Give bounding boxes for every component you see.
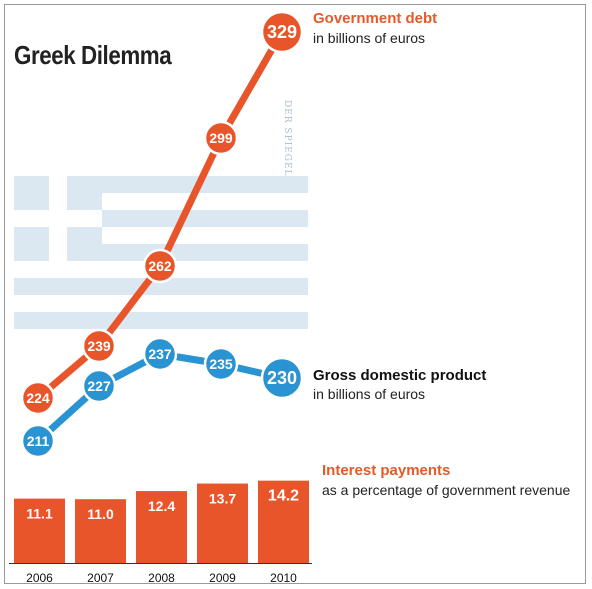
watermark: DER SPIEGEL [282, 100, 292, 177]
gdp-series-unit: in billions of euros [313, 386, 426, 402]
x-tick-label: 2007 [87, 571, 114, 585]
gdp-point-label: 237 [148, 346, 172, 362]
debt-point: 299 [203, 120, 239, 156]
interest-bar-rect [258, 480, 309, 563]
gdp-point-marker [260, 356, 304, 400]
interest-bar: 11.1 2006 [14, 498, 65, 585]
interest-bar-value: 11.0 [87, 506, 114, 522]
debt-point-marker [20, 380, 56, 416]
interest-bar-rect [14, 498, 65, 563]
debt-point: 239 [81, 328, 117, 364]
gdp-point-marker [142, 336, 178, 372]
gdp-series-title: Gross domestic product [313, 367, 487, 384]
interest-bar-value: 14.2 [268, 488, 299, 505]
x-tick-label: 2006 [26, 571, 53, 585]
gdp-point-marker [81, 368, 117, 404]
interest-bar: 14.2 2010 [258, 480, 309, 585]
flag-stripe [14, 312, 308, 329]
gdp-point-label: 211 [27, 433, 50, 449]
line-chart: 211 227 237 235 230 224 239 262 299 329 [20, 10, 304, 459]
debt-point-marker [203, 120, 239, 156]
debt-series-unit: in billions of euros [313, 30, 426, 46]
chart-title: Greek Dilemma [14, 40, 172, 70]
debt-point-label: 224 [26, 390, 50, 406]
debt-point-marker [142, 248, 178, 284]
debt-point-marker [81, 328, 117, 364]
debt-series-title: Government debt [313, 10, 438, 27]
interest-series-title: Interest payments [322, 462, 451, 479]
gdp-point-marker [20, 423, 56, 459]
flag-stripe [14, 278, 308, 295]
debt-point-label: 262 [148, 258, 172, 274]
interest-bar: 11.0 2007 [75, 499, 126, 585]
gdp-point-label: 230 [267, 368, 297, 388]
debt-point-label: 329 [267, 22, 297, 42]
interest-bar-value: 11.1 [26, 506, 53, 522]
gdp-point: 227 [81, 368, 117, 404]
debt-point: 262 [142, 248, 178, 284]
interest-bar: 13.7 2009 [197, 483, 248, 585]
gdp-point-label: 235 [209, 356, 233, 372]
x-tick-label: 2009 [209, 571, 236, 585]
gdp-point: 230 [260, 356, 304, 400]
interest-bar-rect [136, 491, 187, 563]
interest-bar-rect [75, 499, 126, 563]
x-tick-label: 2008 [148, 571, 175, 585]
greek-flag-background [14, 176, 308, 329]
gdp-point: 211 [20, 423, 56, 459]
flag-cross-v [49, 176, 67, 261]
gdp-point: 237 [142, 336, 178, 372]
interest-bar: 12.4 2008 [136, 491, 187, 585]
debt-point-marker [260, 10, 304, 54]
interest-bar-rect [197, 483, 248, 563]
debt-point: 329 [260, 10, 304, 54]
debt-point-label: 239 [87, 338, 111, 354]
debt-point-label: 299 [209, 130, 233, 146]
gdp-point-marker [203, 346, 239, 382]
bar-chart: 11.1 2006 11.0 2007 12.4 2008 13.7 2009 14.2 2010 [9, 480, 312, 585]
debt-point: 224 [20, 380, 56, 416]
x-tick-label: 2010 [270, 571, 297, 585]
interest-series-unit: as a percentage of government revenue [322, 482, 571, 498]
interest-bar-value: 13.7 [209, 491, 236, 507]
gdp-point: 235 [203, 346, 239, 382]
interest-bar-value: 12.4 [148, 498, 175, 514]
gdp-point-label: 227 [87, 378, 111, 394]
